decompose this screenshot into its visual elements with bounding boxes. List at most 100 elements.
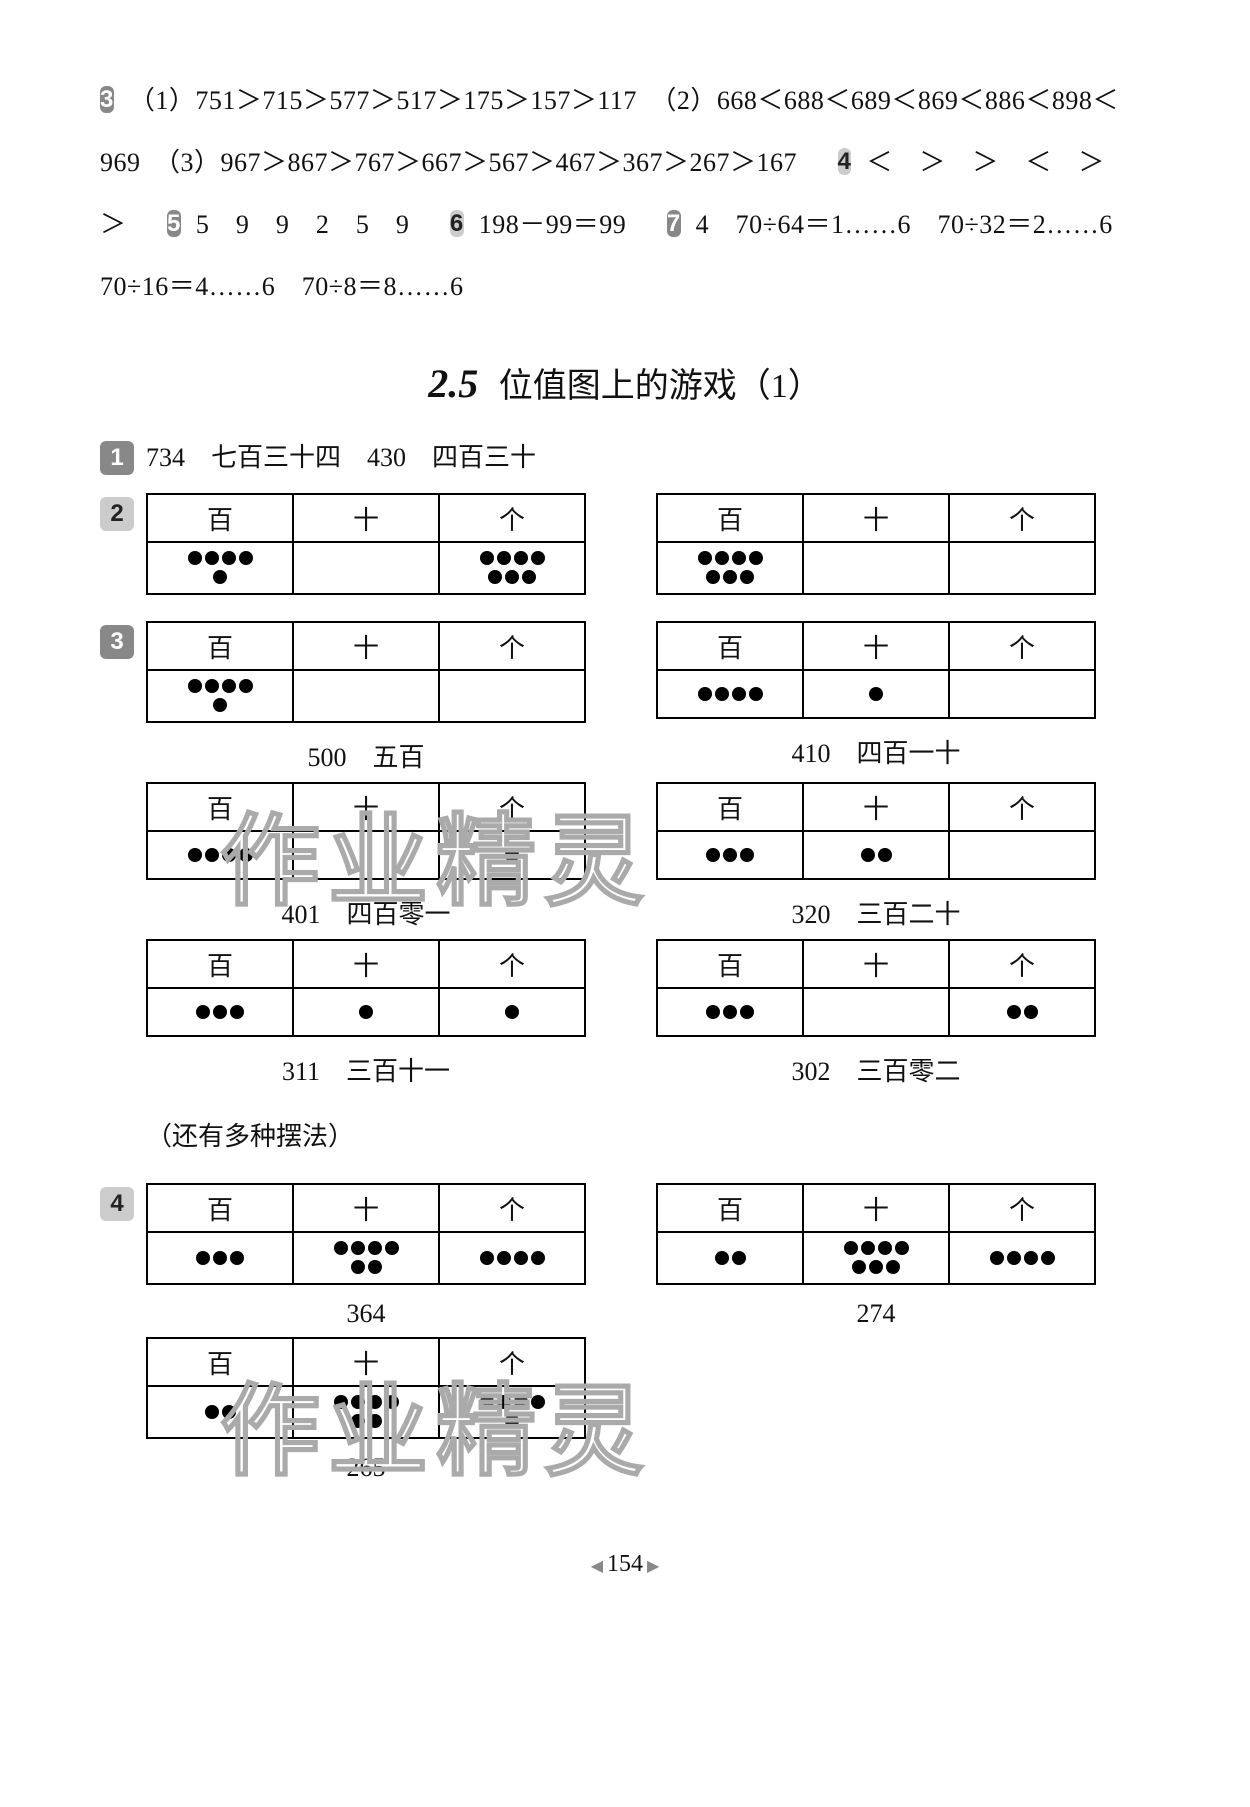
pv-caption: 311 三百十一 <box>282 1051 450 1088</box>
pv-header: 百 <box>657 1184 803 1232</box>
pv-header: 个 <box>949 494 1095 542</box>
dot-icon <box>990 1251 1004 1265</box>
dots-cell <box>949 542 1095 594</box>
dots-cell <box>657 670 803 718</box>
dots-cell <box>949 988 1095 1036</box>
pv-pair: 百十个265 <box>146 1337 1150 1483</box>
dot-icon <box>385 1395 399 1409</box>
pv-caption: 500 五百 <box>307 737 424 774</box>
pv-block: 百十个302 三百零二 <box>656 939 1096 1088</box>
qnum-4: 4 <box>838 148 852 175</box>
pv-header: 百 <box>657 622 803 670</box>
dots-cell <box>147 542 293 594</box>
place-value-table: 百十个 <box>656 493 1096 595</box>
pv-header: 十 <box>803 1184 949 1232</box>
dots-cell <box>147 988 293 1036</box>
section-title: 2.5 位值图上的游戏（1） <box>100 358 1150 407</box>
dot-icon <box>480 1251 494 1265</box>
pv-header: 十 <box>803 494 949 542</box>
dots-cell <box>293 831 439 879</box>
dots-cell <box>803 988 949 1036</box>
dot-icon <box>213 1251 227 1265</box>
dot-icon <box>715 687 729 701</box>
dots-cell <box>439 1232 585 1284</box>
dots-cell <box>293 670 439 722</box>
place-value-table: 百十个 <box>146 782 586 880</box>
pv-caption: 274 <box>857 1299 896 1329</box>
dot-icon <box>698 687 712 701</box>
dot-icon <box>188 848 202 862</box>
q3b-note: （还有多种摆法） <box>146 1116 1150 1153</box>
pv-header: 十 <box>293 494 439 542</box>
dot-icon <box>239 679 253 693</box>
dot-icon <box>359 1005 373 1019</box>
dot-icon <box>351 1395 365 1409</box>
qnum-6: 6 <box>450 210 464 237</box>
pv-pair: 百十个 401 四百零一 百十个 320 三百二十 <box>146 782 1150 931</box>
pv-header: 百 <box>657 940 803 988</box>
dot-icon <box>213 570 227 584</box>
dots-cell <box>803 1232 949 1284</box>
dot-icon <box>334 1395 348 1409</box>
pv-caption: 401 四百零一 <box>281 894 450 931</box>
place-value-table: 百十个 <box>146 939 586 1037</box>
pv-header: 百 <box>147 1184 293 1232</box>
dot-icon <box>497 1395 511 1409</box>
pv-header: 十 <box>803 783 949 831</box>
pv-block: 百十个 320 三百二十 <box>656 782 1096 931</box>
qnum-4b: 4 <box>100 1187 134 1221</box>
pv-block: 百十个 410 四百一十 <box>656 621 1096 774</box>
dot-icon <box>222 551 236 565</box>
qnum-5: 5 <box>167 210 181 237</box>
dot-icon <box>351 1414 365 1428</box>
dots-cell <box>657 542 803 594</box>
pv-block: 百十个364 <box>146 1183 586 1329</box>
dot-icon <box>861 1241 875 1255</box>
dot-icon <box>698 551 712 565</box>
dot-icon <box>844 1241 858 1255</box>
dot-icon <box>505 1005 519 1019</box>
qnum-2b: 2 <box>100 497 134 531</box>
place-value-table: 百十个 <box>656 621 1096 719</box>
dot-icon <box>749 687 763 701</box>
pv-caption: 410 四百一十 <box>791 733 960 770</box>
pv-header: 百 <box>147 1338 293 1386</box>
dots-cell <box>803 670 949 718</box>
pv-caption: 320 三百二十 <box>791 894 960 931</box>
section-number: 2.5 <box>428 361 478 406</box>
dot-icon <box>213 698 227 712</box>
dot-icon <box>188 551 202 565</box>
place-value-table: 百十个 <box>146 493 586 595</box>
place-value-table: 百十个 <box>656 782 1096 880</box>
dot-icon <box>706 1005 720 1019</box>
dot-icon <box>740 1005 754 1019</box>
dot-icon <box>205 848 219 862</box>
pv-pair: 百十个 500 五百 百十个 410 四百一十 <box>146 621 1150 774</box>
q3b-content: 百十个500 五百百十个410 四百一十百十个401 四百零一百十个320 三百… <box>146 621 1150 1096</box>
qnum-3: 3 <box>100 86 114 113</box>
q1-content: 734 七百三十四 430 四百三十 <box>146 437 1150 474</box>
dots-cell <box>949 831 1095 879</box>
dot-icon <box>480 551 494 565</box>
dot-icon <box>732 551 746 565</box>
dots-cell <box>147 831 293 879</box>
pv-header: 百 <box>147 783 293 831</box>
pv-pair: 百十个 311 三百十一 百十个302 三百零二 <box>146 939 1150 1088</box>
dots-cell <box>147 670 293 722</box>
q1-row: 1 734 七百三十四 430 四百三十 <box>100 437 1150 475</box>
q4b-row: 4 百十个364百十个274百十个265 <box>100 1183 1150 1491</box>
pv-header: 个 <box>949 1184 1095 1232</box>
answers-block: 3 （1）751＞715＞577＞517＞175＞157＞117 （2）668＜… <box>100 70 1150 318</box>
pv-header: 个 <box>439 1184 585 1232</box>
dot-icon <box>368 1414 382 1428</box>
dot-icon <box>196 1005 210 1019</box>
dot-icon <box>715 1251 729 1265</box>
dot-icon <box>213 1005 227 1019</box>
dot-icon <box>723 848 737 862</box>
dots-cell <box>439 542 585 594</box>
dot-icon <box>188 679 202 693</box>
dots-cell <box>439 1386 585 1438</box>
q4b-side: 4 <box>100 1183 146 1221</box>
pv-header: 个 <box>439 494 585 542</box>
answer-5: 5 9 9 2 5 9 <box>196 210 410 239</box>
